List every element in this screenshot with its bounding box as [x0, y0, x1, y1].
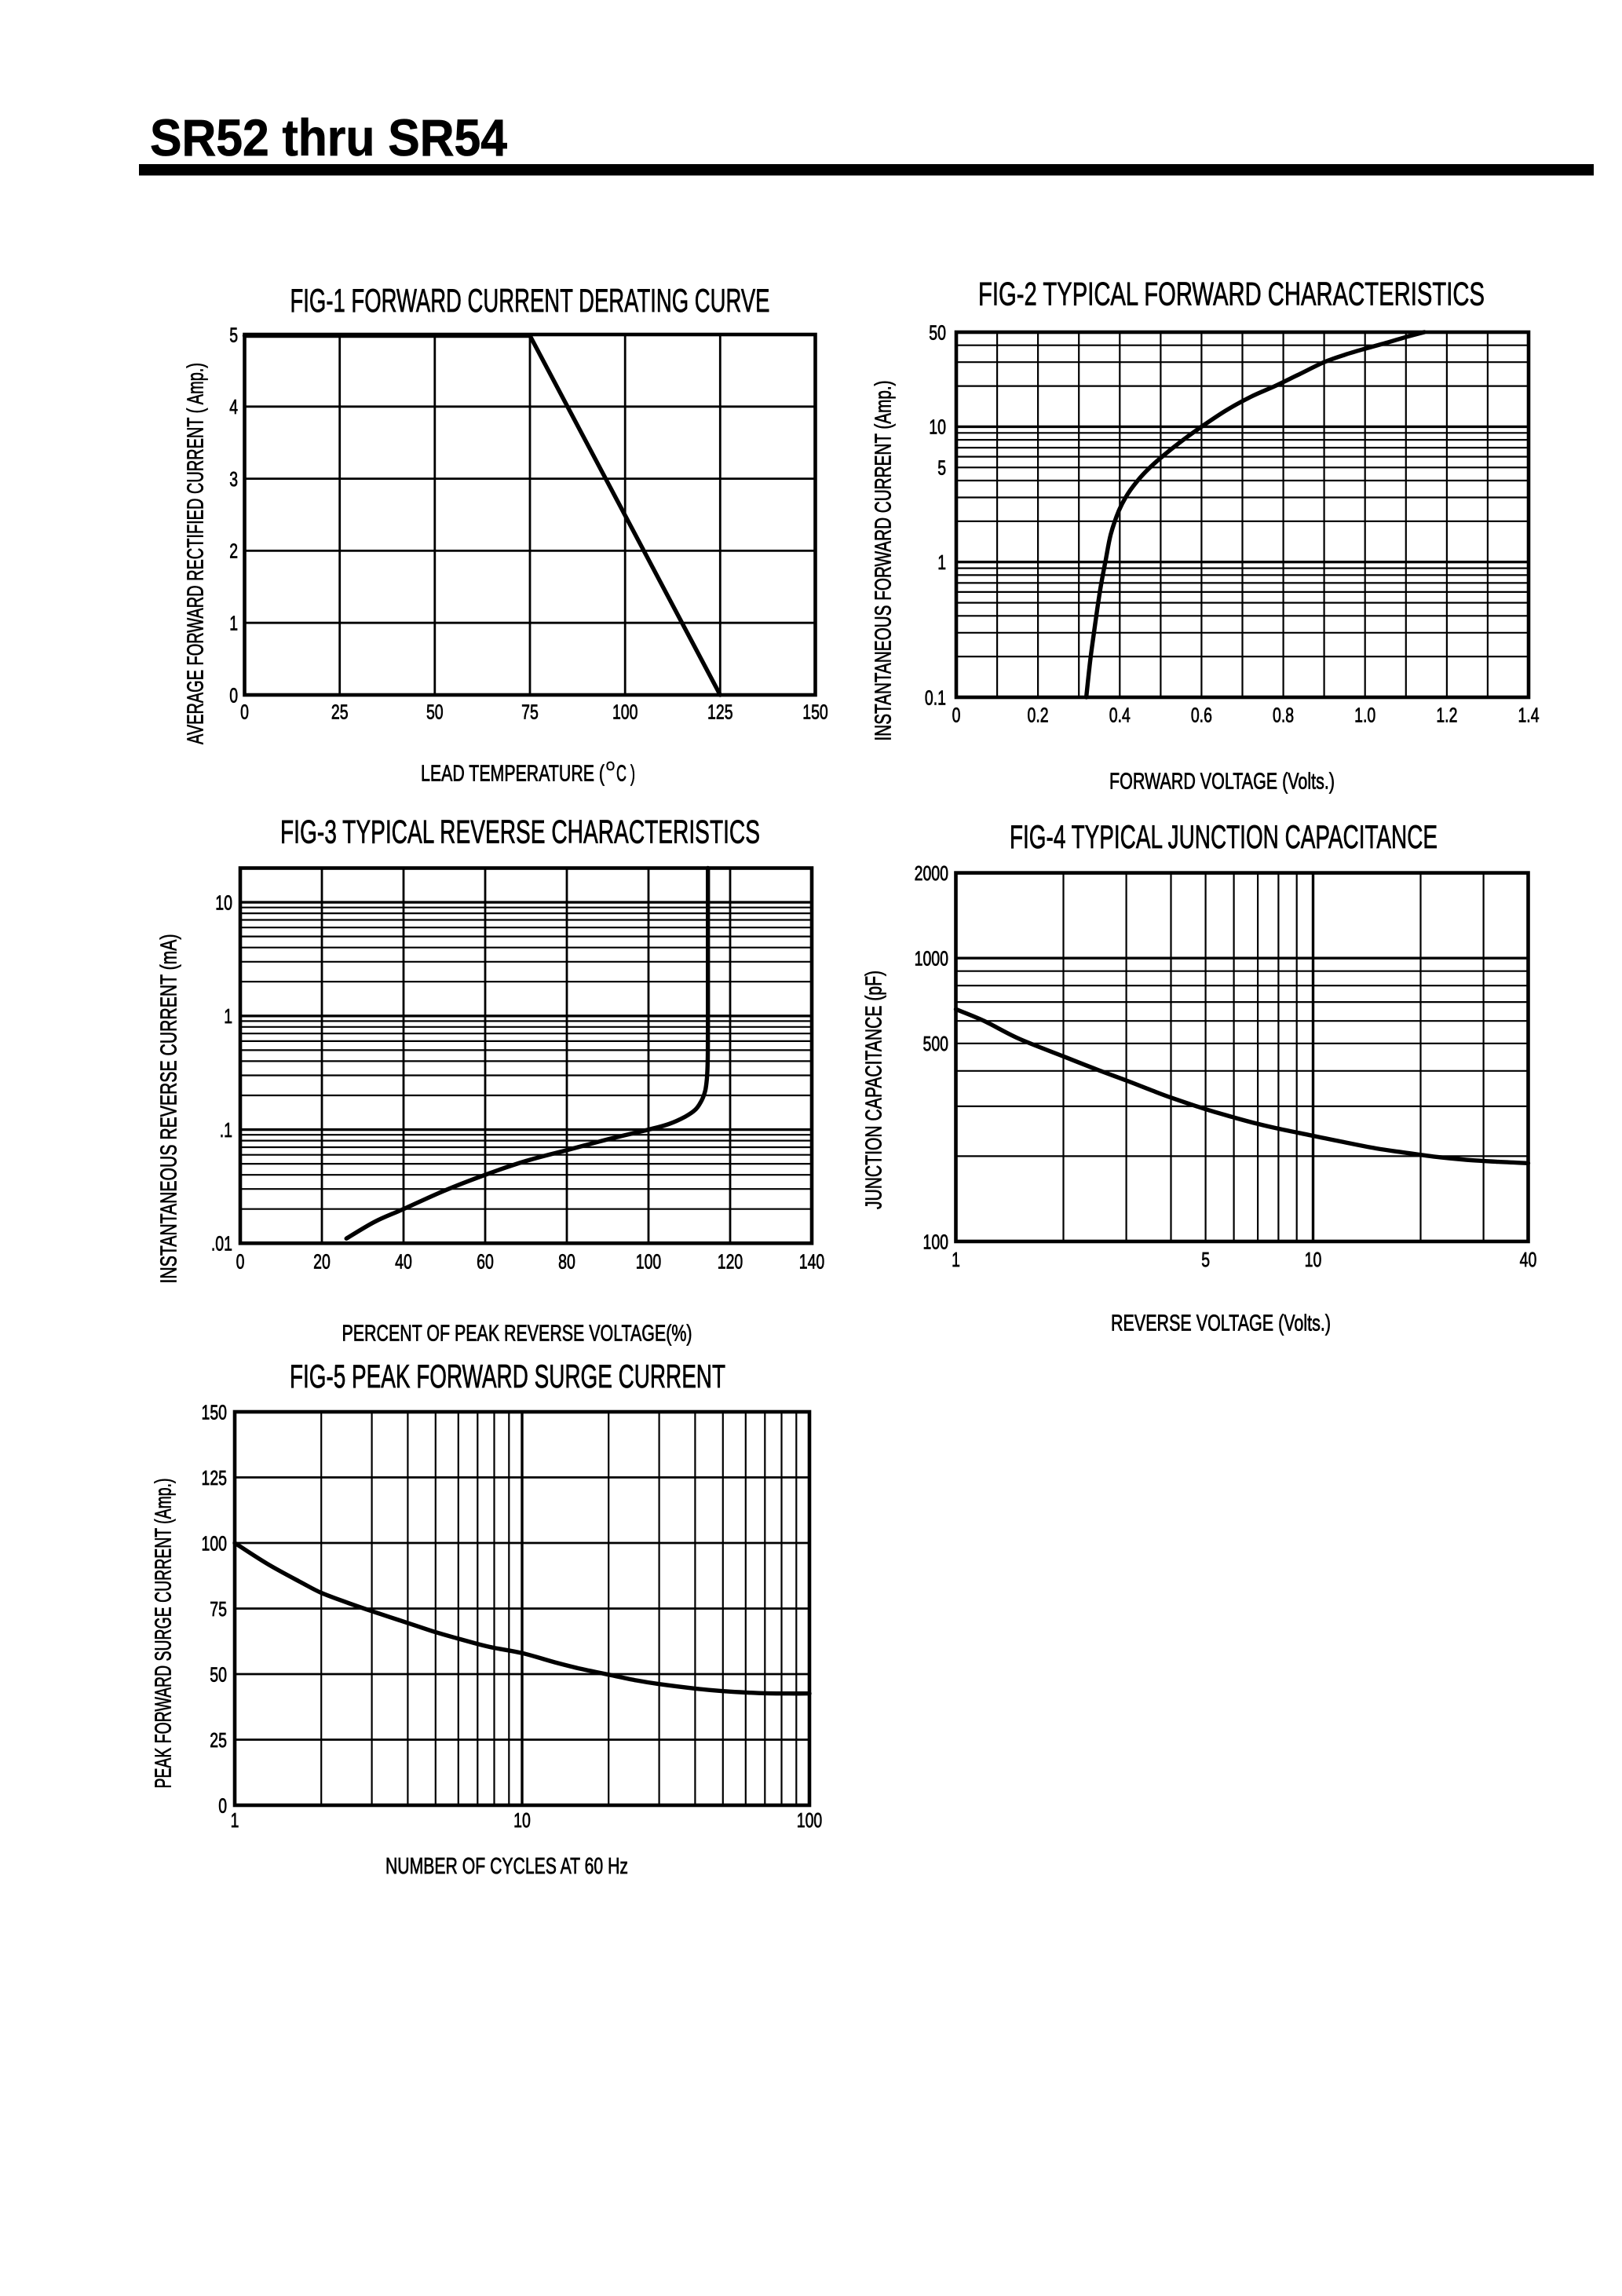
- svg-text:SR52 thru SR54: SR52 thru SR54: [150, 108, 507, 166]
- svg-text:125: 125: [707, 700, 733, 724]
- svg-text:10: 10: [929, 415, 946, 439]
- svg-text:20: 20: [313, 1250, 331, 1274]
- svg-text:80: 80: [558, 1250, 575, 1274]
- svg-text:4: 4: [229, 395, 238, 419]
- svg-text:10: 10: [513, 1808, 531, 1832]
- svg-text:50: 50: [426, 700, 444, 724]
- svg-text:0.8: 0.8: [1273, 704, 1294, 727]
- svg-text:75: 75: [521, 700, 539, 724]
- svg-text:5: 5: [1201, 1248, 1210, 1271]
- svg-text:REVERSE VOLTAGE (Volts.): REVERSE VOLTAGE (Volts.): [1111, 1311, 1331, 1336]
- svg-text:0: 0: [229, 683, 238, 707]
- svg-text:100: 100: [202, 1531, 228, 1555]
- svg-text:0: 0: [236, 1250, 245, 1274]
- svg-text:2: 2: [229, 539, 238, 563]
- svg-text:0.4: 0.4: [1109, 704, 1131, 727]
- svg-text:0.6: 0.6: [1191, 704, 1212, 727]
- svg-text:PEAK FORWARD SURGE CURRENT (A: PEAK FORWARD SURGE CURRENT (Amp.): [152, 1479, 177, 1789]
- svg-text:.1: .1: [220, 1118, 232, 1142]
- svg-text:120: 120: [718, 1250, 743, 1274]
- svg-text:0: 0: [240, 700, 249, 724]
- svg-text:500: 500: [923, 1032, 949, 1055]
- svg-text:FIG-5 PEAK FORWARD SURGE CURRE: FIG-5 PEAK FORWARD SURGE CURRENT: [290, 1358, 725, 1395]
- svg-text:50: 50: [929, 320, 946, 344]
- svg-text:1: 1: [224, 1004, 232, 1028]
- svg-text:100: 100: [923, 1230, 949, 1253]
- svg-text:40: 40: [1520, 1248, 1537, 1271]
- svg-text:60: 60: [477, 1250, 494, 1274]
- svg-text:5: 5: [937, 456, 946, 480]
- svg-text:2000: 2000: [915, 861, 948, 885]
- svg-text:0.1: 0.1: [925, 686, 946, 709]
- svg-text:100: 100: [636, 1250, 662, 1274]
- svg-text:LEAD TEMPERATURE (: LEAD TEMPERATURE (: [421, 761, 605, 786]
- svg-text:O: O: [606, 760, 615, 773]
- svg-text:40: 40: [395, 1250, 412, 1274]
- svg-text:25: 25: [331, 700, 349, 724]
- svg-text:1.4: 1.4: [1518, 704, 1539, 727]
- svg-text:10: 10: [1305, 1248, 1322, 1271]
- svg-text:25: 25: [210, 1728, 227, 1752]
- svg-text:1.2: 1.2: [1436, 704, 1457, 727]
- svg-text:0: 0: [218, 1793, 227, 1817]
- svg-text:10: 10: [215, 890, 232, 914]
- svg-text:0: 0: [952, 704, 961, 727]
- svg-text:125: 125: [202, 1466, 228, 1490]
- svg-text:FIG-4 TYPICAL JUNCTION CAPACIT: FIG-4 TYPICAL JUNCTION CAPACITANCE: [1010, 818, 1438, 855]
- svg-text:INSTANTANEOUS REVERSE CURRENT: INSTANTANEOUS REVERSE CURRENT (mA): [157, 934, 182, 1284]
- svg-text:1: 1: [231, 1808, 239, 1832]
- svg-text:INSTANTANEOUS FORWARD CURRENT: INSTANTANEOUS FORWARD CURRENT (Amp.): [871, 381, 897, 741]
- svg-text:5: 5: [229, 323, 238, 346]
- svg-text:3: 3: [229, 467, 238, 491]
- svg-text:PERCENT OF PEAK REVERSE VOLTAG: PERCENT OF PEAK REVERSE VOLTAGE(%): [342, 1322, 692, 1347]
- svg-text:FIG-3 TYPICAL REVERSE CHARACTE: FIG-3 TYPICAL REVERSE CHARACTERISTICS: [280, 813, 760, 850]
- svg-text:150: 150: [802, 700, 828, 724]
- svg-text:FIG-2 TYPICAL FORWARD CHARACTE: FIG-2 TYPICAL FORWARD CHARACTERISTICS: [978, 276, 1485, 313]
- svg-text:1: 1: [952, 1248, 960, 1271]
- svg-text:1: 1: [229, 612, 238, 635]
- svg-text:100: 100: [797, 1808, 823, 1832]
- svg-text:75: 75: [210, 1597, 227, 1621]
- svg-text:1: 1: [937, 550, 946, 574]
- svg-text:.01: .01: [211, 1232, 232, 1256]
- svg-text:JUNCTION CAPACITANCE (pF): JUNCTION CAPACITANCE (pF): [862, 971, 887, 1209]
- svg-text:150: 150: [202, 1400, 228, 1424]
- svg-text:FORWARD VOLTAGE (Volts.): FORWARD VOLTAGE (Volts.): [1109, 770, 1335, 795]
- svg-text:NUMBER OF CYCLES AT 60 Hz: NUMBER OF CYCLES AT 60 Hz: [385, 1854, 628, 1879]
- svg-text:C ): C ): [616, 761, 635, 786]
- svg-text:0.2: 0.2: [1028, 704, 1049, 727]
- svg-text:AVERAGE FORWARD RECTIFIED CURR: AVERAGE FORWARD RECTIFIED CURRENT ( Amp.…: [184, 363, 209, 744]
- svg-text:FIG-1 FORWARD CURRENT DERATING: FIG-1 FORWARD CURRENT DERATING CURVE: [290, 282, 770, 319]
- svg-text:1.0: 1.0: [1354, 704, 1375, 727]
- svg-text:140: 140: [799, 1250, 825, 1274]
- svg-text:50: 50: [210, 1662, 227, 1686]
- svg-text:1000: 1000: [915, 947, 948, 971]
- svg-text:100: 100: [612, 700, 638, 724]
